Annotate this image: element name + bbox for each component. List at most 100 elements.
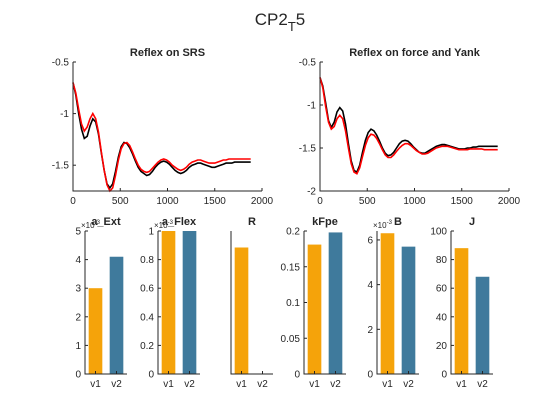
y-tick-label: 1 [75, 341, 81, 352]
chart-title: R [248, 216, 256, 228]
axis-exponent-label: ×10-3 [81, 220, 101, 230]
x-tick-label: v1 [163, 379, 174, 390]
axis-exponent-label: ×10-3 [373, 220, 393, 230]
x-tick-label: 500 [112, 196, 129, 207]
chart-panel-3: a_Flex v1 v2 0 0.2 0.4 0.6 0.8 1×10-3 [140, 216, 200, 390]
y-tick-label: 0.15 [281, 262, 301, 273]
chart-panel-2: a_Ext v1 v2 0 1 2 3 4 5×10-3 [75, 216, 127, 390]
x-tick-label: v1 [456, 379, 467, 390]
figure-title-subscript: T [288, 19, 296, 34]
x-tick-label: v1 [309, 379, 320, 390]
bar [88, 288, 103, 374]
y-tick-label: 0.05 [281, 334, 301, 345]
axes-frame [319, 62, 509, 192]
y-tick-label: -0.5 [52, 58, 70, 69]
bar [182, 231, 197, 374]
y-tick-label: 80 [436, 255, 448, 266]
y-tick-label: 0 [75, 370, 81, 381]
y-tick-label: 0.4 [140, 312, 154, 323]
bar [401, 246, 416, 374]
y-tick-label: 40 [436, 312, 448, 323]
x-tick-label: 0 [70, 196, 76, 207]
chart-panel-0: Reflex on SRS 0 500 1000 1500 2000 -0.5 -1 -1.5 [52, 47, 274, 207]
axis-exponent-label: ×10-3 [154, 220, 174, 230]
y-tick-label: 0 [294, 370, 300, 381]
exponent-base: ×10 [154, 221, 168, 230]
y-tick-label: 2 [75, 312, 81, 323]
exponent-power: -3 [387, 220, 393, 226]
exponent-base: ×10 [81, 221, 95, 230]
y-tick-label: 0 [441, 370, 447, 381]
y-tick-label: -0.5 [299, 58, 317, 69]
bar [161, 231, 176, 374]
y-tick-label: 5 [75, 227, 81, 238]
bar [454, 248, 469, 374]
y-tick-label: -1 [307, 101, 316, 112]
chart-title: Reflex on SRS [130, 47, 205, 59]
y-tick-label: -1.5 [299, 144, 317, 155]
chart-title: kFpe [312, 216, 338, 228]
exponent-base: ×10 [373, 221, 387, 230]
y-tick-label: 4 [367, 280, 373, 291]
x-tick-label: 2000 [498, 196, 521, 207]
x-tick-label: v1 [236, 379, 247, 390]
x-tick-label: v2 [111, 379, 122, 390]
x-tick-label: 1500 [204, 196, 227, 207]
y-tick-label: 0.1 [286, 298, 300, 309]
y-tick-label: 0 [148, 370, 154, 381]
bar [475, 276, 490, 374]
exponent-power: -3 [168, 220, 174, 226]
bar [328, 232, 343, 374]
y-tick-label: -1 [60, 109, 69, 120]
x-tick-label: v2 [257, 379, 268, 390]
y-tick-label: 3 [75, 284, 81, 295]
bar [109, 256, 124, 374]
x-tick-label: v2 [403, 379, 414, 390]
chart-title: a_Ext [91, 216, 121, 228]
chart-title: Reflex on force and Yank [349, 47, 481, 59]
chart-title: a_Flex [162, 216, 197, 228]
chart-title: B [394, 216, 402, 228]
exponent-power: -3 [95, 220, 101, 226]
x-tick-label: 500 [359, 196, 376, 207]
x-tick-label: v2 [184, 379, 195, 390]
y-tick-label: 4 [75, 255, 81, 266]
y-tick-label: 6 [367, 235, 373, 246]
y-tick-label: 0.2 [286, 227, 300, 238]
x-tick-label: 0 [317, 196, 323, 207]
bar [380, 233, 395, 374]
bar [307, 244, 322, 374]
y-tick-label: 0.8 [140, 255, 154, 266]
x-tick-label: v1 [382, 379, 393, 390]
series-line-1 [72, 82, 251, 193]
y-tick-label: 0.6 [140, 284, 154, 295]
chart-panel-5: kFpe v1 v2 0 0.05 0.1 0.15 0.2 [281, 216, 346, 390]
y-tick-label: 1 [148, 227, 154, 238]
figure-title-main: CP2 [255, 10, 288, 29]
x-tick-label: 1500 [451, 196, 474, 207]
chart-panel-1: Reflex on force and Yank 0 500 1000 1500 2000… [299, 47, 521, 207]
y-tick-label: -2 [307, 187, 316, 198]
series-line-1 [319, 77, 498, 175]
figure-title-tail: 5 [296, 10, 305, 29]
axes-frame [230, 231, 273, 375]
axes-frame [72, 62, 262, 192]
x-tick-label: 2000 [251, 196, 274, 207]
chart-panel-6: Bv1 v2 0 2 4 6×10-3 [367, 216, 419, 390]
y-tick-label: -1.5 [52, 161, 70, 172]
series-line-0 [319, 77, 498, 174]
y-tick-label: 60 [436, 284, 448, 295]
y-tick-label: 20 [436, 341, 448, 352]
figure-title: CP2T5 [255, 10, 306, 34]
chart-panel-7: Jv1 v2 0 20 40 60 80 100 [430, 216, 493, 390]
y-tick-label: 100 [430, 227, 447, 238]
y-tick-label: 2 [367, 325, 373, 336]
x-tick-label: 1000 [156, 196, 179, 207]
chart-title: J [469, 216, 475, 228]
x-tick-label: v2 [477, 379, 488, 390]
y-tick-label: 0 [367, 370, 373, 381]
chart-panel-4: Rv1 v2 [230, 216, 273, 390]
x-tick-label: 1000 [403, 196, 426, 207]
